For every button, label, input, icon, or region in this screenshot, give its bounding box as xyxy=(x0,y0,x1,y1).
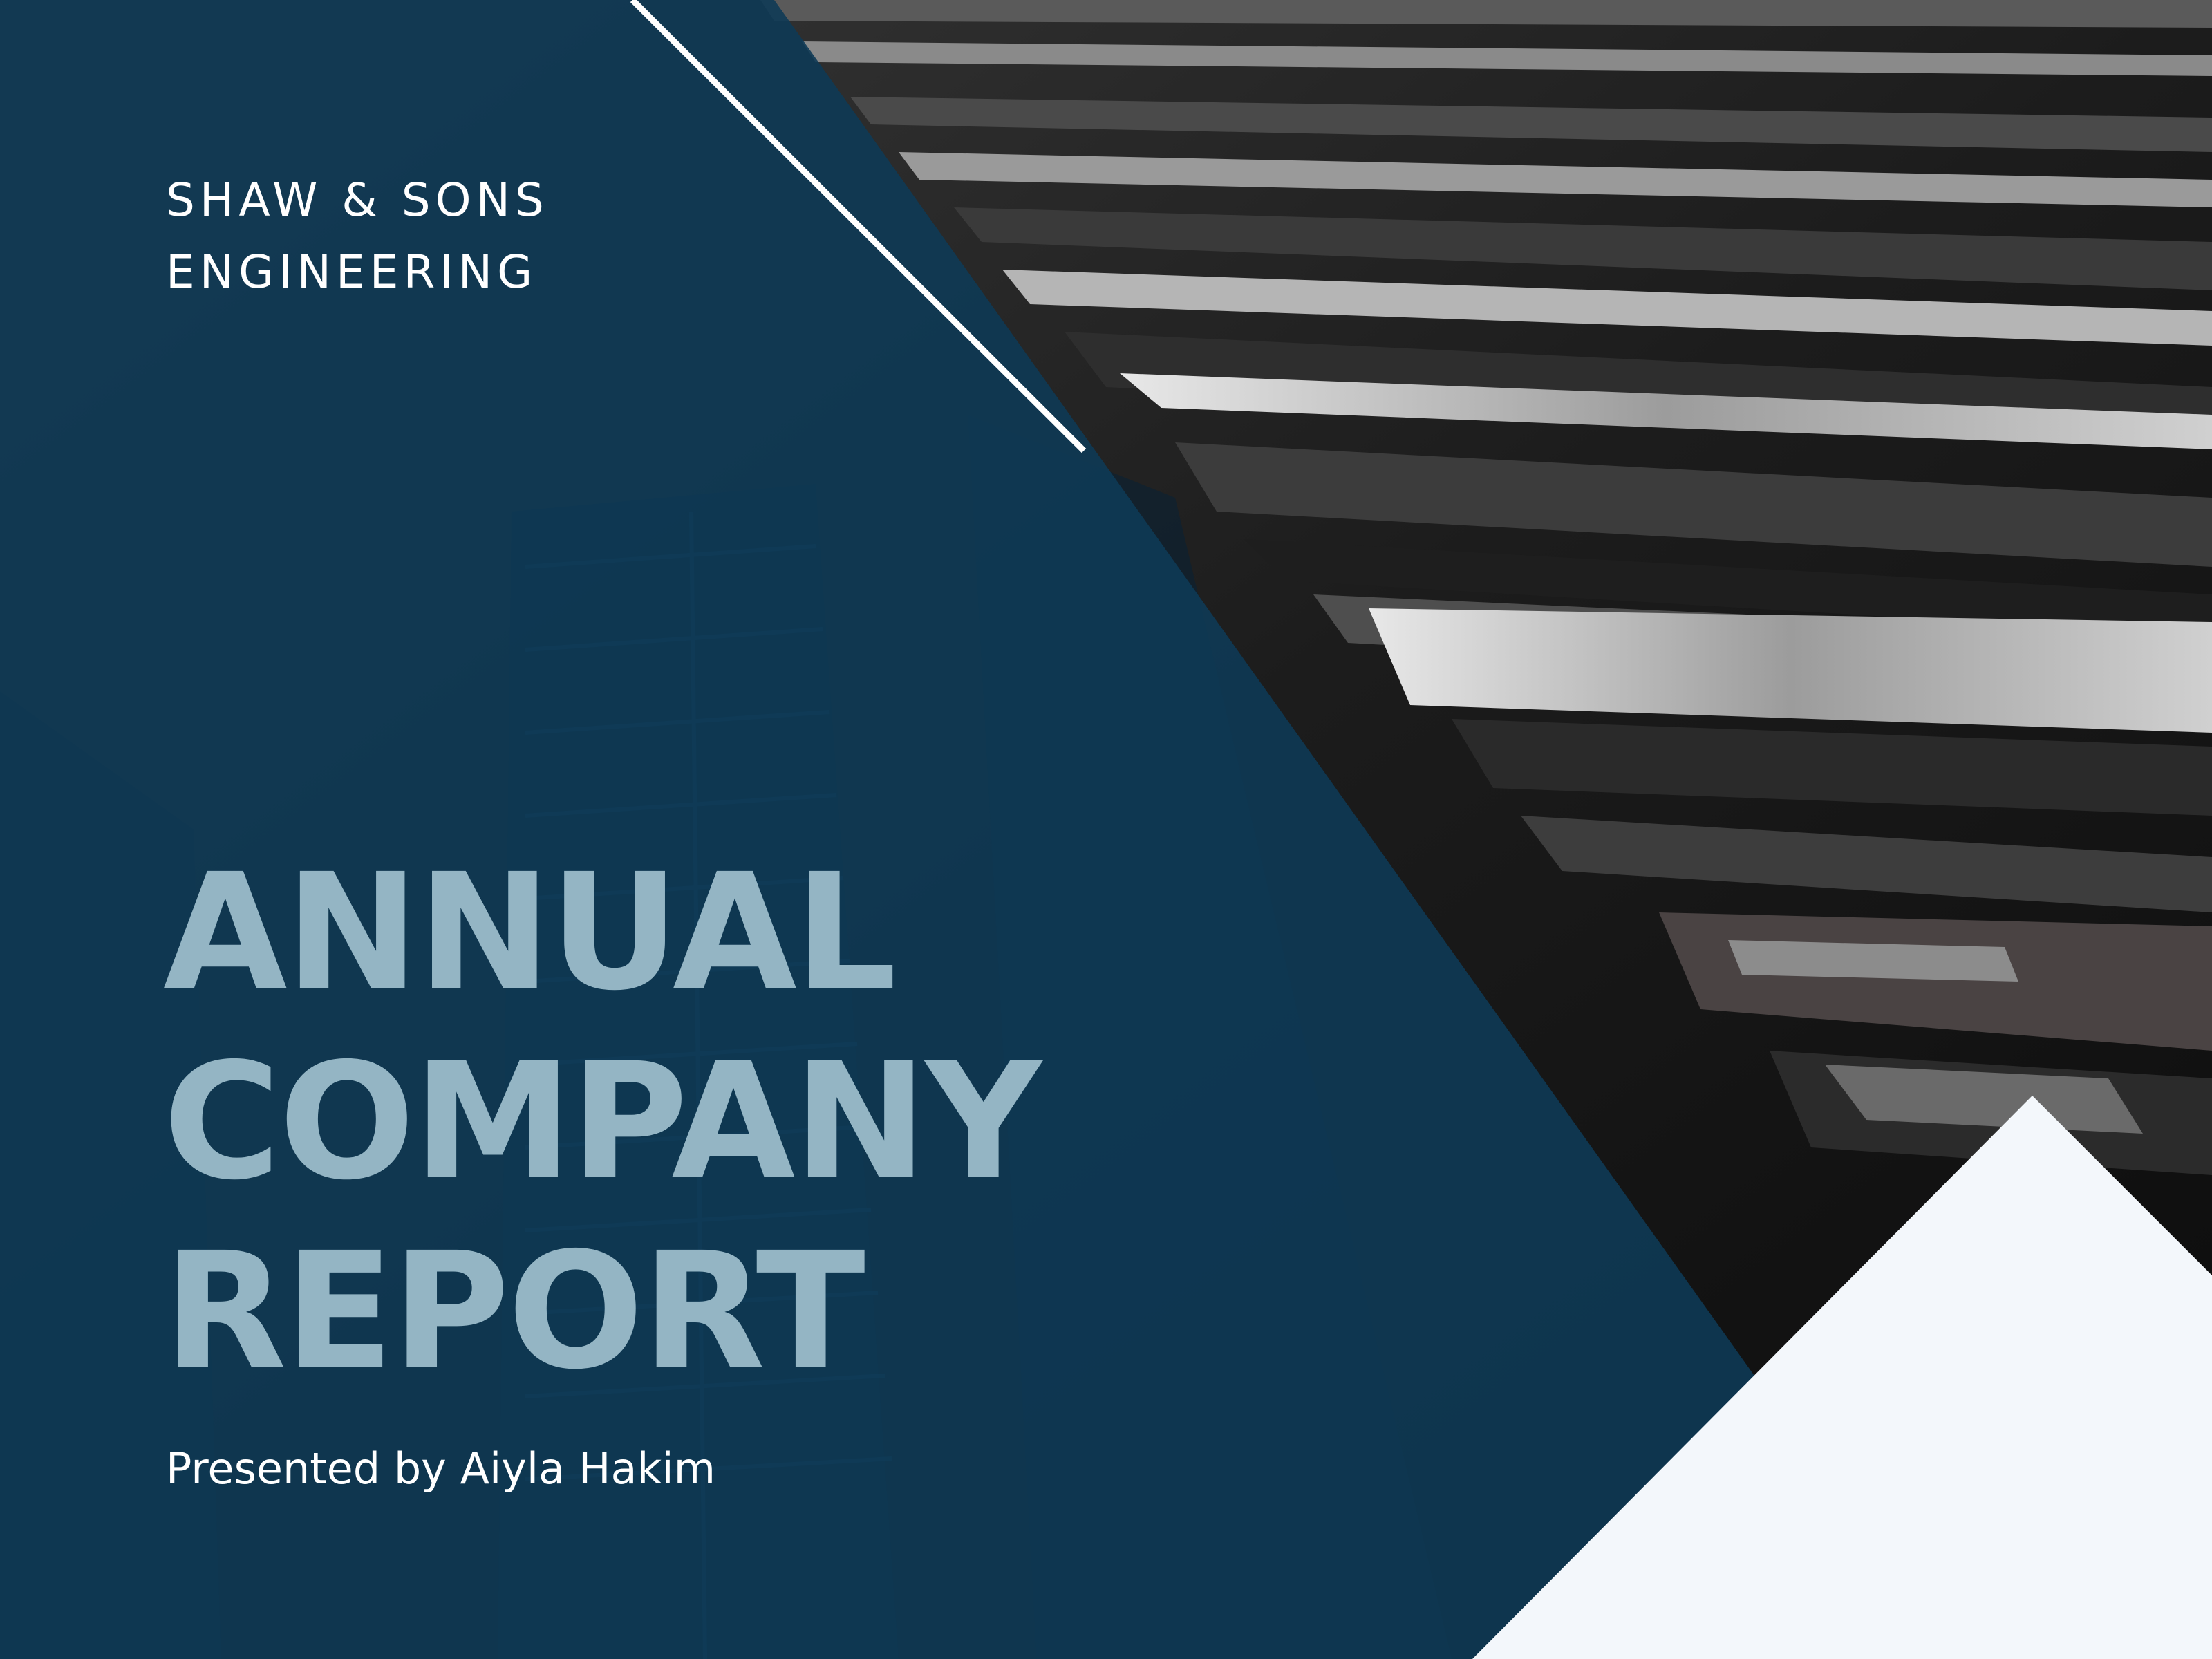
report-title-line2: COMPANY xyxy=(163,1029,1042,1215)
presenter-line: Presented by Aiyla Hakim xyxy=(166,1443,715,1494)
company-name-line1: SHAW & SONS xyxy=(166,174,549,227)
corner-triangle xyxy=(1472,1096,2212,1659)
report-title-line3: REPORT xyxy=(163,1218,865,1405)
company-name: SHAW & SONS ENGINEERING xyxy=(166,165,549,308)
report-title: ANNUAL COMPANY REPORT xyxy=(163,838,1042,1406)
company-name-line2: ENGINEERING xyxy=(166,245,538,299)
blue-panel xyxy=(0,0,1956,1659)
report-title-line1: ANNUAL xyxy=(163,839,897,1026)
accent-line xyxy=(630,0,1087,453)
